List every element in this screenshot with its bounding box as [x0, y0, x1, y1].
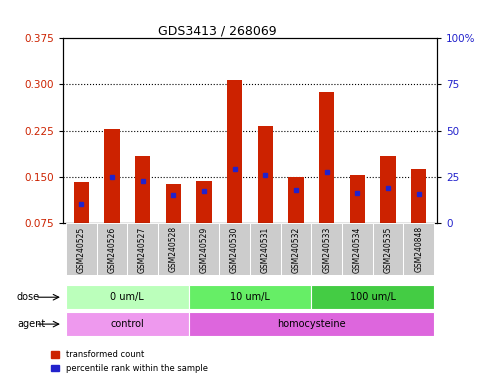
- Bar: [312, 285, 434, 309]
- Bar: [188, 285, 312, 309]
- Bar: [319, 93, 334, 223]
- Bar: [73, 182, 89, 223]
- Text: control: control: [110, 319, 144, 329]
- Text: dose: dose: [17, 292, 40, 302]
- Text: 0 um/L: 0 um/L: [110, 292, 144, 302]
- Bar: [312, 223, 342, 275]
- Bar: [411, 169, 426, 223]
- Text: GSM240848: GSM240848: [414, 226, 423, 273]
- Bar: [350, 175, 365, 223]
- Text: GSM240529: GSM240529: [199, 226, 209, 273]
- Bar: [288, 177, 304, 223]
- Text: homocysteine: homocysteine: [277, 319, 346, 329]
- Text: GSM240535: GSM240535: [384, 226, 393, 273]
- Text: GSM240533: GSM240533: [322, 226, 331, 273]
- Text: GDS3413 / 268069: GDS3413 / 268069: [158, 25, 277, 38]
- Bar: [135, 156, 150, 223]
- Bar: [219, 223, 250, 275]
- Bar: [188, 312, 434, 336]
- Bar: [127, 223, 158, 275]
- Bar: [227, 80, 242, 223]
- Text: GSM240530: GSM240530: [230, 226, 239, 273]
- Bar: [196, 181, 212, 223]
- Text: GSM240534: GSM240534: [353, 226, 362, 273]
- Text: 100 um/L: 100 um/L: [350, 292, 396, 302]
- Bar: [158, 223, 188, 275]
- Bar: [66, 223, 97, 275]
- Bar: [188, 223, 219, 275]
- Text: GSM240531: GSM240531: [261, 226, 270, 273]
- Text: GSM240528: GSM240528: [169, 226, 178, 273]
- Text: GSM240532: GSM240532: [291, 226, 300, 273]
- Bar: [250, 223, 281, 275]
- Bar: [281, 223, 312, 275]
- Bar: [66, 285, 188, 309]
- Bar: [403, 223, 434, 275]
- Bar: [66, 312, 188, 336]
- Legend: transformed count, percentile rank within the sample: transformed count, percentile rank withi…: [48, 347, 211, 376]
- Text: GSM240526: GSM240526: [107, 226, 116, 273]
- Bar: [166, 184, 181, 223]
- Text: GSM240525: GSM240525: [77, 226, 85, 273]
- Bar: [104, 129, 120, 223]
- Text: GSM240527: GSM240527: [138, 226, 147, 273]
- Text: agent: agent: [17, 319, 45, 329]
- Bar: [373, 223, 403, 275]
- Text: 10 um/L: 10 um/L: [230, 292, 270, 302]
- Bar: [97, 223, 127, 275]
- Bar: [257, 126, 273, 223]
- Bar: [380, 156, 396, 223]
- Bar: [342, 223, 373, 275]
